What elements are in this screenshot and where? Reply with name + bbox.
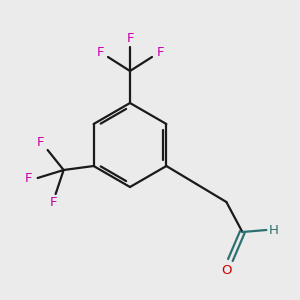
Text: F: F [127,32,135,46]
Text: F: F [25,172,32,184]
Text: F: F [96,46,104,59]
Text: O: O [221,263,232,277]
Text: H: H [268,224,278,236]
Text: F: F [50,196,57,209]
Text: F: F [37,136,44,148]
Text: F: F [156,46,164,59]
